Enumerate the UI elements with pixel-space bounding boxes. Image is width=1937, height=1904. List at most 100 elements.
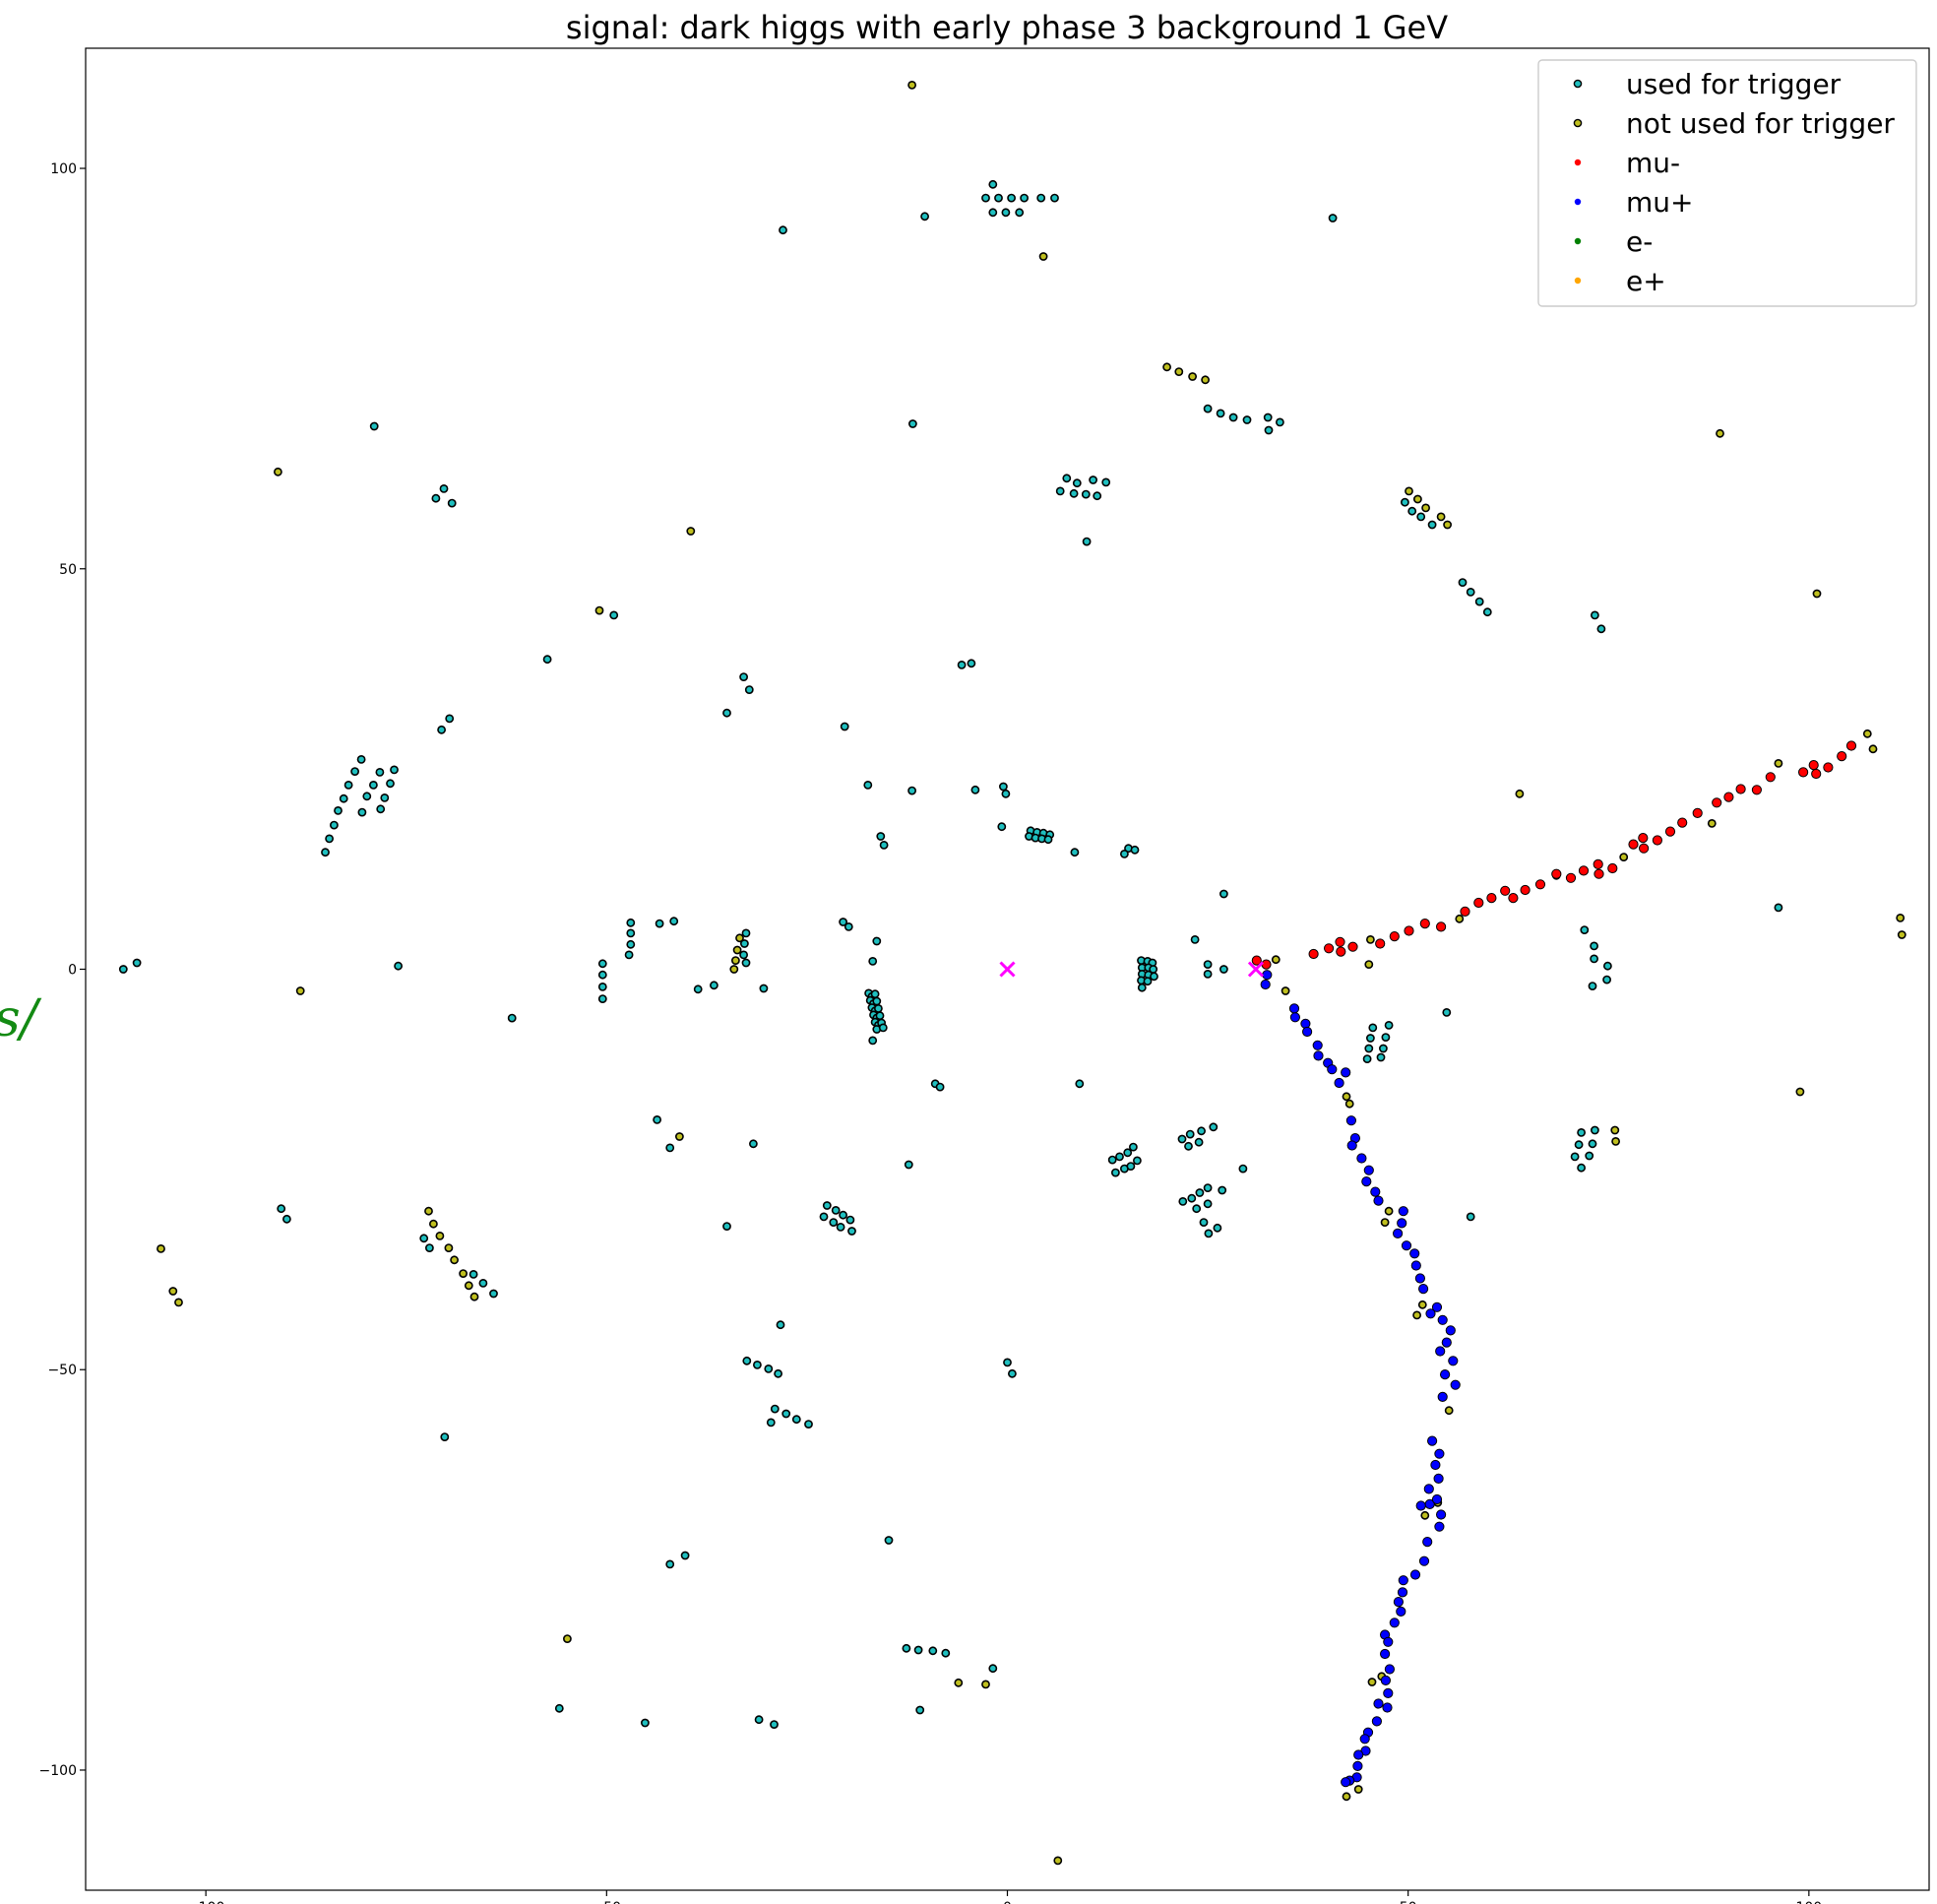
point-used-for-trigger	[739, 950, 748, 960]
point-mu	[1508, 893, 1519, 904]
x-tick-label: 0	[1003, 1900, 1012, 1904]
point-used-for-trigger	[1591, 610, 1599, 620]
point-used-for-trigger	[1213, 1223, 1222, 1233]
point-used-for-trigger	[1036, 193, 1046, 203]
point-used-for-trigger	[1219, 965, 1228, 974]
vertex-marker	[999, 961, 1016, 978]
point-not-used-for-trigger	[954, 1678, 964, 1687]
point-not-used-for-trigger	[1174, 367, 1184, 376]
point-used-for-trigger	[1242, 415, 1252, 424]
point-mu	[1423, 1484, 1434, 1494]
point-mu	[1380, 1648, 1391, 1660]
x-tick-label: −100	[187, 1900, 224, 1904]
point-used-for-trigger	[334, 806, 343, 815]
point-not-used-for-trigger	[1795, 1087, 1805, 1097]
point-used-for-trigger	[1003, 1358, 1012, 1367]
point-used-for-trigger	[759, 984, 769, 993]
point-mu	[1664, 826, 1676, 837]
point-used-for-trigger	[1120, 850, 1129, 858]
point-used-for-trigger	[1062, 474, 1072, 483]
point-used-for-trigger	[1276, 417, 1284, 427]
point-mu	[1382, 1702, 1393, 1713]
point-used-for-trigger	[339, 793, 348, 803]
point-mu	[1473, 897, 1484, 909]
point-mu	[1302, 1026, 1313, 1038]
point-used-for-trigger	[1072, 478, 1082, 488]
point-used-for-trigger	[829, 1218, 839, 1227]
point-mu	[1551, 868, 1562, 879]
point-used-for-trigger	[915, 1705, 925, 1715]
point-not-used-for-trigger	[444, 1243, 454, 1252]
point-used-for-trigger	[281, 1214, 291, 1224]
point-used-for-trigger	[766, 1418, 776, 1428]
point-used-for-trigger	[884, 1536, 894, 1545]
point-not-used-for-trigger	[1412, 1310, 1421, 1320]
point-not-used-for-trigger	[1038, 252, 1048, 261]
point-used-for-trigger	[1129, 1142, 1138, 1152]
point-mu	[1593, 868, 1604, 879]
point-used-for-trigger	[609, 610, 619, 620]
point-used-for-trigger	[920, 212, 929, 222]
point-not-used-for-trigger	[428, 1219, 438, 1229]
point-mu	[1723, 792, 1734, 802]
point-used-for-trigger	[394, 961, 403, 971]
legend-label: mu+	[1626, 186, 1693, 219]
point-used-for-trigger	[1197, 1126, 1206, 1136]
point-used-for-trigger	[1190, 935, 1200, 944]
point-mu	[1434, 1521, 1445, 1532]
legend-marker	[1574, 277, 1582, 285]
point-used-for-trigger	[1591, 1125, 1599, 1135]
point-used-for-trigger	[469, 1270, 478, 1279]
point-used-for-trigger	[641, 1718, 650, 1728]
point-used-for-trigger	[1203, 960, 1213, 969]
point-used-for-trigger	[1001, 789, 1011, 798]
point-used-for-trigger	[1574, 1140, 1584, 1150]
point-mu	[1607, 862, 1618, 874]
point-used-for-trigger	[742, 1356, 752, 1365]
chart-title: signal: dark higgs with early phase 3 ba…	[566, 9, 1448, 46]
point-used-for-trigger	[722, 708, 731, 718]
point-mu	[1288, 1003, 1300, 1014]
point-mu	[1578, 865, 1590, 876]
point-not-used-for-trigger	[1201, 375, 1210, 385]
point-mu	[1808, 760, 1819, 771]
x-tick-label: 50	[1400, 1900, 1417, 1904]
point-used-for-trigger	[941, 1648, 951, 1658]
point-used-for-trigger	[1590, 941, 1598, 951]
point-used-for-trigger	[1466, 588, 1475, 597]
point-used-for-trigger	[1123, 1148, 1133, 1158]
point-mu	[1445, 1325, 1456, 1336]
point-mu	[1401, 1240, 1412, 1251]
point-not-used-for-trigger	[424, 1206, 433, 1216]
point-mu	[1448, 1356, 1459, 1366]
point-used-for-trigger	[1204, 1229, 1214, 1238]
point-not-used-for-trigger	[1455, 914, 1465, 923]
point-used-for-trigger	[357, 807, 367, 817]
point-mu	[1356, 1153, 1367, 1164]
point-mu	[1336, 946, 1346, 957]
point-used-for-trigger	[321, 848, 330, 857]
point-not-used-for-trigger	[174, 1298, 183, 1307]
point-used-for-trigger	[325, 834, 334, 844]
point-mu	[1260, 979, 1271, 990]
point-not-used-for-trigger	[1405, 486, 1413, 496]
point-mu	[1397, 1218, 1407, 1229]
point-used-for-trigger	[329, 820, 339, 830]
point-mu	[1262, 970, 1273, 981]
point-used-for-trigger	[1427, 520, 1437, 530]
point-mu	[1437, 1314, 1448, 1325]
point-mu	[1261, 959, 1272, 970]
point-not-used-for-trigger	[563, 1634, 572, 1643]
point-used-for-trigger	[1263, 413, 1273, 422]
point-used-for-trigger	[390, 765, 399, 775]
point-used-for-trigger	[1133, 1156, 1142, 1166]
point-used-for-trigger	[439, 483, 449, 493]
point-mu	[1425, 1308, 1436, 1319]
point-mu	[1837, 751, 1847, 762]
point-used-for-trigger	[1602, 975, 1611, 984]
point-mu	[1375, 938, 1386, 949]
point-used-for-trigger	[872, 996, 882, 1006]
point-used-for-trigger	[908, 419, 917, 428]
point-used-for-trigger	[624, 950, 634, 960]
point-used-for-trigger	[1368, 1023, 1378, 1033]
